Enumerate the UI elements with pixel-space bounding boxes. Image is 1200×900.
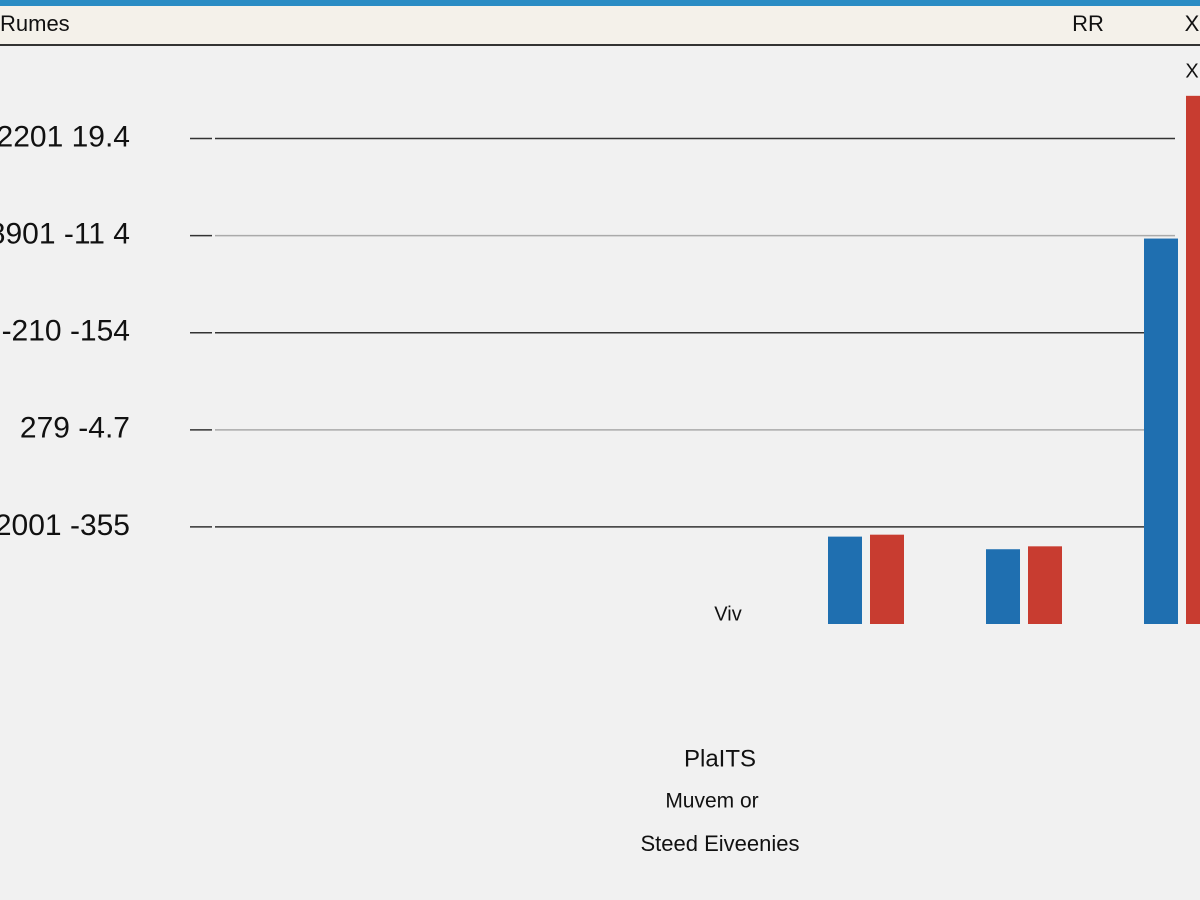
bar	[1186, 95, 1200, 625]
annotation: Viv	[714, 603, 741, 625]
top-strip	[0, 0, 1200, 6]
y-tick-label: 8901 -11 4	[0, 218, 130, 251]
window-title: Rumes	[0, 11, 70, 36]
window-button[interactable]: RR	[1072, 11, 1104, 36]
y-tick-label: 2001 -355	[0, 509, 130, 542]
window-button[interactable]: X	[1185, 11, 1200, 36]
caption: Muvem or	[665, 790, 758, 813]
close-button[interactable]: X	[1185, 60, 1198, 82]
y-tick-label: -210 -154	[2, 315, 130, 348]
title-bar	[0, 6, 1200, 45]
bar	[1028, 546, 1062, 624]
bar	[1144, 238, 1178, 625]
bar	[828, 536, 862, 624]
x-axis-label: PlaITS	[684, 745, 756, 772]
caption: Steed Eiveenies	[641, 831, 800, 856]
y-tick-label: 279 -4.7	[20, 412, 130, 445]
bar	[870, 534, 904, 624]
bar	[986, 549, 1020, 624]
y-tick-label: 2201 19.4	[0, 120, 130, 153]
